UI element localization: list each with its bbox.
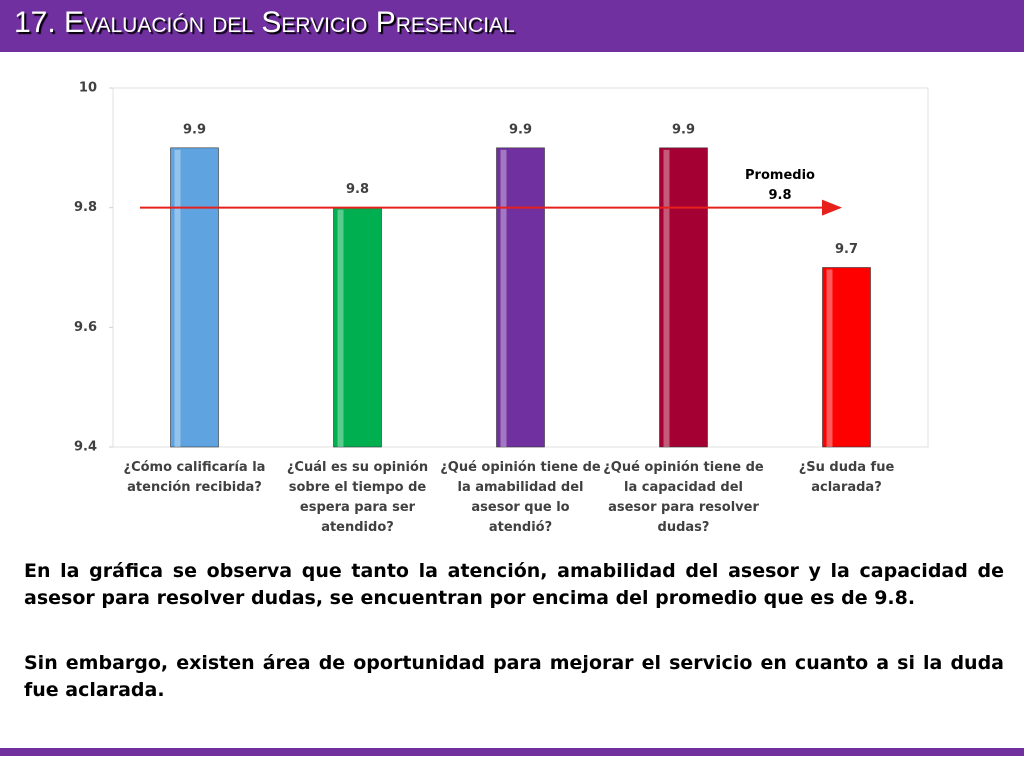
bar bbox=[496, 147, 545, 448]
value-label: 9.9 bbox=[509, 122, 532, 137]
bar bbox=[659, 147, 708, 448]
bar-highlight bbox=[500, 149, 507, 448]
y-tick-label: 10 bbox=[79, 81, 97, 96]
average-value: 9.8 bbox=[768, 188, 791, 203]
value-label: 9.7 bbox=[835, 242, 858, 257]
x-tick-label: ¿Cuál es su opinión sobre el tiempo de e… bbox=[286, 460, 429, 535]
chart: 9.4 9.6 9.8 10 9.9 9.8 9.9 9.9 9.7 Promedio 9.8 bbox=[74, 81, 929, 455]
y-tick-label: 9.8 bbox=[74, 200, 97, 215]
header-bar bbox=[0, 0, 1024, 52]
x-tick-label: ¿Su duda fue aclarada? bbox=[798, 460, 895, 495]
bar-highlight bbox=[337, 209, 344, 447]
bar-highlight bbox=[826, 269, 833, 447]
paragraph: En la gráfica se observa que tanto la at… bbox=[24, 560, 1004, 609]
bar-highlight bbox=[663, 149, 670, 448]
paragraph: Sin embargo, existen área de oportunidad… bbox=[24, 652, 1004, 701]
x-tick-label: ¿Qué opinión tiene de la capacidad del a… bbox=[603, 460, 764, 535]
value-label: 9.9 bbox=[672, 122, 695, 137]
bar bbox=[170, 147, 219, 448]
x-tick-label: ¿Cómo calificaría la atención recibida? bbox=[123, 460, 266, 495]
bar bbox=[822, 267, 871, 448]
bar bbox=[333, 207, 382, 448]
footer-bar bbox=[0, 748, 1024, 756]
bar-highlight bbox=[174, 149, 181, 448]
x-tick-label: ¿Qué opinión tiene de la amabilidad del … bbox=[440, 460, 601, 535]
y-tick-label: 9.6 bbox=[74, 320, 97, 335]
value-label: 9.8 bbox=[346, 182, 369, 197]
slide-title: 17. Evaluación del Servicio Presencial bbox=[14, 6, 515, 39]
average-label: Promedio bbox=[745, 168, 815, 183]
value-label: 9.9 bbox=[183, 122, 206, 137]
y-tick-label: 9.4 bbox=[74, 440, 97, 455]
